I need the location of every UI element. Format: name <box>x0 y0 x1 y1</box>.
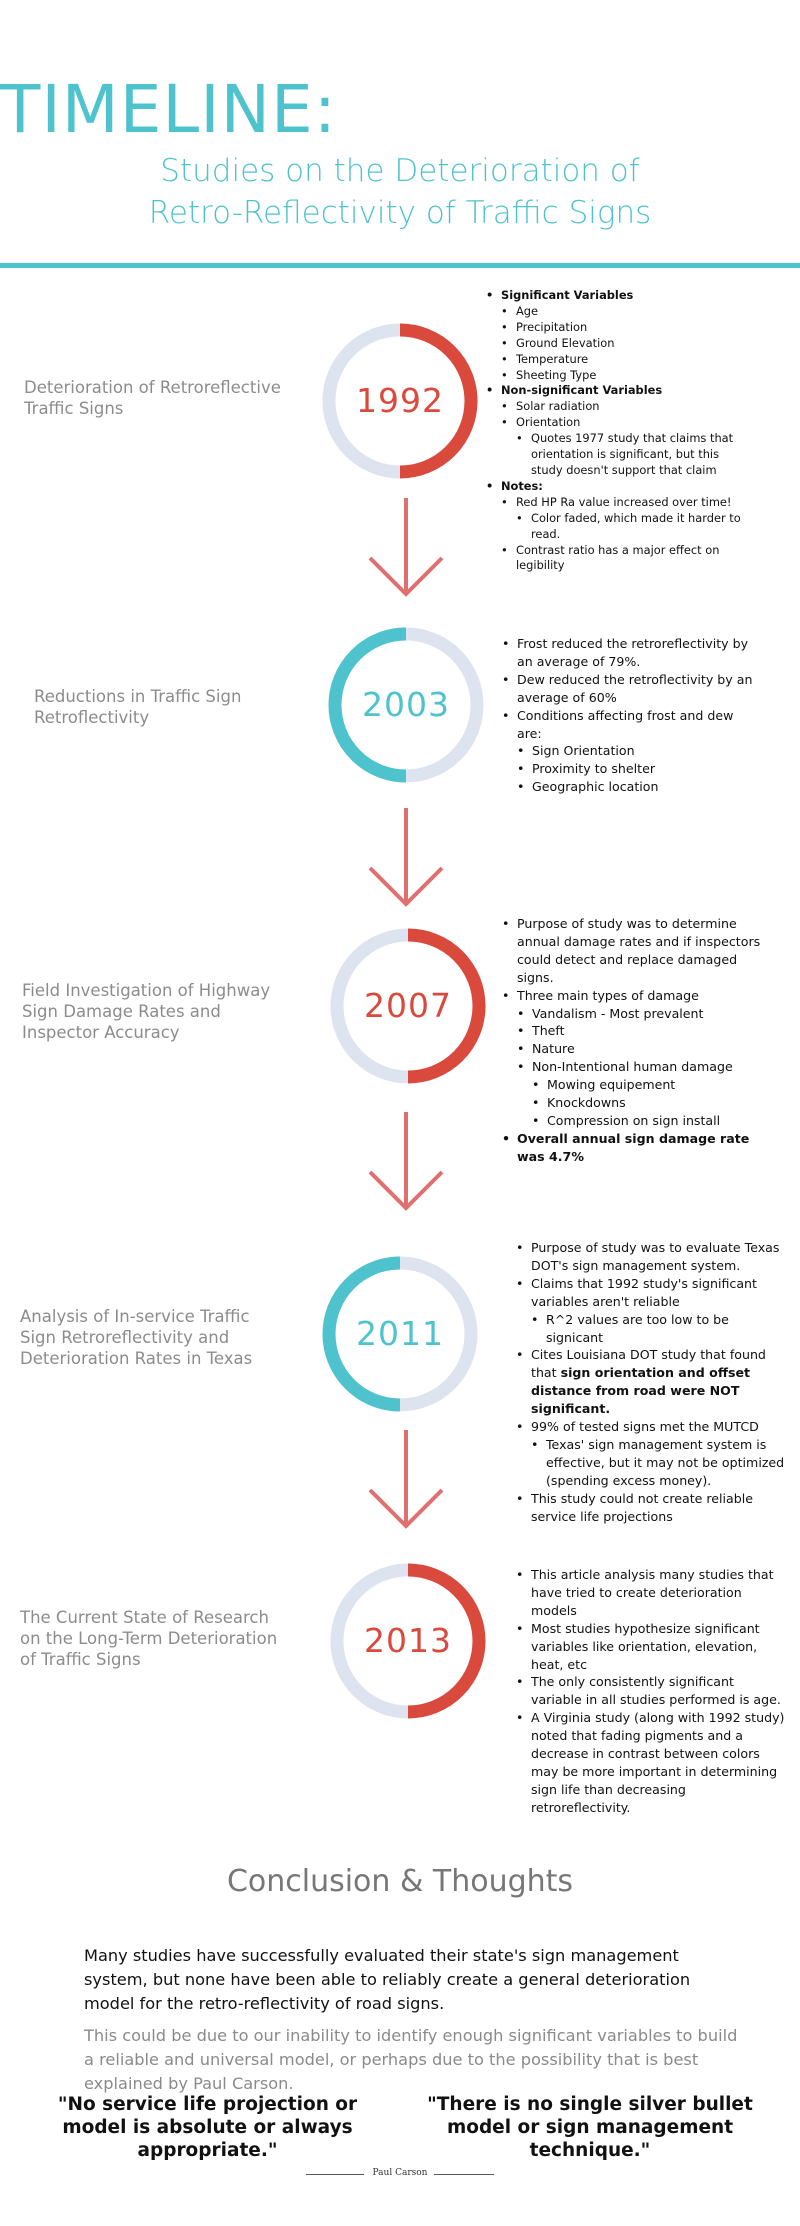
signature-line-right <box>434 2174 494 2175</box>
list-item: 99% of tested signs met the MUTCD <box>516 1418 786 1436</box>
cites-bold-text: sign orientation and offset distance fro… <box>531 1365 751 1417</box>
list-item: Purpose of study was to evaluate Texas D… <box>516 1239 786 1275</box>
list-item: Sign Orientation <box>517 742 762 760</box>
ring-graphic <box>330 928 486 1084</box>
cites-text: Cites Louisiana DOT study that found tha… <box>531 1347 766 1381</box>
list-item: A Virginia study (along with 1992 study)… <box>516 1709 786 1816</box>
page-subtitle: Studies on the Deterioration of Retro-Re… <box>148 153 652 231</box>
down-arrow-icon <box>368 1112 444 1211</box>
list-item: Vandalism - Most prevalent <box>517 1005 772 1023</box>
list-item: Three main types of damage <box>502 987 772 1005</box>
list-item: Solar radiation <box>501 399 746 415</box>
list-item: Purpose of study was to determine annual… <box>502 915 772 987</box>
list-item: This study could not create reliable ser… <box>516 1490 786 1526</box>
list-item: Nature <box>517 1040 772 1058</box>
list-item: Non-Intentional human damage <box>517 1058 772 1076</box>
list-item: Overall annual sign damage rate was 4.7% <box>502 1130 772 1166</box>
notes-2007: Purpose of study was to determine annual… <box>502 915 772 1166</box>
year-ring-1992: 1992 <box>322 323 478 479</box>
entry-title-2011: Analysis of In-service Traffic Sign Retr… <box>20 1307 253 1368</box>
notes-2013: This article analysis many studies that … <box>516 1566 786 1817</box>
year-label-2007: 2007 <box>364 986 452 1025</box>
quote-2: "There is no single silver bullet model … <box>427 2094 753 2161</box>
conclusion-paragraph: Many studies have successfully evaluated… <box>84 1946 691 2013</box>
header-divider <box>0 263 800 268</box>
list-item: This article analysis many studies that … <box>516 1566 786 1620</box>
conclusion-title: Conclusion & Thoughts <box>226 1864 574 1899</box>
year-label-2013: 2013 <box>364 1621 452 1660</box>
list-item: The only consistently significant variab… <box>516 1673 786 1709</box>
entry-title-2007: Field Investigation of Highway Sign Dama… <box>22 981 271 1042</box>
year-label-2011: 2011 <box>356 1314 444 1353</box>
entry-title-2013: The Current State of Research on the Lon… <box>20 1608 278 1669</box>
signature: Paul Carson <box>372 2168 428 2178</box>
quote-1: "No service life projection or model is … <box>57 2094 358 2161</box>
list-item: Ground Elevation <box>501 336 746 352</box>
list-item: Knockdowns <box>532 1094 772 1112</box>
list-item: Dew reduced the retroflectivity by an av… <box>502 671 762 707</box>
year-ring-2007: 2007 <box>330 928 486 1084</box>
notes-2003: Frost reduced the retroreflectivity by a… <box>502 635 762 796</box>
list-item: Red HP Ra value increased over time! <box>501 495 746 511</box>
year-label-2003: 2003 <box>362 685 450 724</box>
list-item: Contrast ratio has a major effect on leg… <box>501 543 746 575</box>
list-item: Cites Louisiana DOT study that found tha… <box>516 1346 786 1418</box>
list-item: Conditions affecting frost and dew are: <box>502 707 762 743</box>
list-item: Claims that 1992 study's significant var… <box>516 1275 786 1311</box>
list-item: Orientation <box>501 415 746 431</box>
list-item: Most studies hypothesize significant var… <box>516 1620 786 1674</box>
list-item: Mowing equipement <box>532 1076 772 1094</box>
list-item: Sheeting Type <box>501 368 746 384</box>
ring-graphic <box>322 323 478 479</box>
signature-line-left <box>306 2174 364 2175</box>
year-ring-2003: 2003 <box>328 627 484 783</box>
list-item: Age <box>501 304 746 320</box>
entry-title-1992: Deterioration of Retroreflective Traffic… <box>24 378 281 418</box>
ring-graphic <box>330 1563 486 1719</box>
year-label-1992: 1992 <box>356 381 444 420</box>
list-item: Color faded, which made it harder to rea… <box>516 511 746 543</box>
list-item: Compression on sign install <box>532 1112 772 1130</box>
down-arrow-icon <box>368 808 444 907</box>
list-item: Precipitation <box>501 320 746 336</box>
list-item: Frost reduced the retroreflectivity by a… <box>502 635 762 671</box>
conclusion-paragraph-secondary: This could be due to our inability to id… <box>84 2026 738 2093</box>
notes-2011: Purpose of study was to evaluate Texas D… <box>516 1239 786 1526</box>
ring-graphic <box>322 1256 478 1412</box>
notes-heading: Notes: <box>486 479 746 495</box>
list-item: Theft <box>517 1022 772 1040</box>
year-ring-2011: 2011 <box>322 1256 478 1412</box>
ring-graphic <box>328 627 484 783</box>
list-item: Texas' sign management system is effecti… <box>531 1436 786 1490</box>
list-item: Geographic location <box>517 778 762 796</box>
entry-title-2003: Reductions in Traffic Sign Retroflectivi… <box>34 687 242 727</box>
list-item: R^2 values are too low to be signicant <box>531 1311 786 1347</box>
down-arrow-icon <box>368 498 444 597</box>
nonsignificant-heading: Non-significant Variables <box>486 383 746 399</box>
notes-1992: Significant Variables Age Precipitation … <box>486 288 746 574</box>
list-item: Quotes 1977 study that claims that orien… <box>516 431 746 479</box>
year-ring-2013: 2013 <box>330 1563 486 1719</box>
down-arrow-icon <box>368 1430 444 1529</box>
list-item: Temperature <box>501 352 746 368</box>
page-title: TIMELINE: <box>0 71 337 148</box>
significant-heading: Significant Variables <box>486 288 746 304</box>
list-item: Proximity to shelter <box>517 760 762 778</box>
